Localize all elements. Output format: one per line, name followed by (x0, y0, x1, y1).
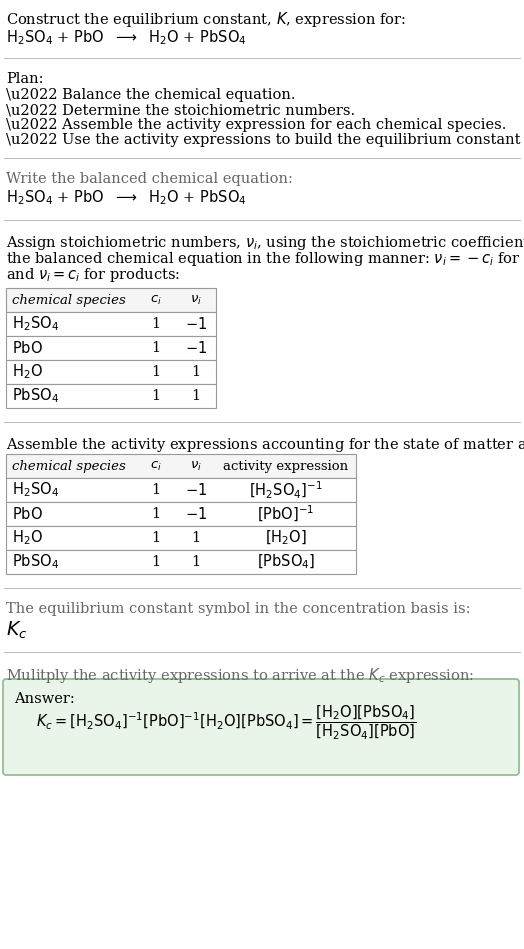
Bar (6, 454, 356, 478)
Bar (6, 360, 216, 384)
Text: \u2022 Use the activity expressions to build the equilibrium constant expression: \u2022 Use the activity expressions to b… (6, 133, 524, 147)
Text: $c_i$: $c_i$ (150, 459, 162, 473)
Bar (6, 502, 356, 526)
Text: activity expression: activity expression (223, 459, 348, 473)
Text: Assemble the activity expressions accounting for the state of matter and $\nu_i$: Assemble the activity expressions accoun… (6, 436, 524, 454)
Text: $\mathrm{PbSO_4}$: $\mathrm{PbSO_4}$ (12, 552, 59, 571)
Text: $-1$: $-1$ (185, 482, 207, 498)
Text: 1: 1 (151, 555, 160, 569)
Text: $\mathrm{PbO}$: $\mathrm{PbO}$ (12, 340, 43, 356)
Text: the balanced chemical equation in the following manner: $\nu_i = -c_i$ for react: the balanced chemical equation in the fo… (6, 250, 524, 268)
Text: Assign stoichiometric numbers, $\nu_i$, using the stoichiometric coefficients, $: Assign stoichiometric numbers, $\nu_i$, … (6, 234, 524, 252)
Text: The equilibrium constant symbol in the concentration basis is:: The equilibrium constant symbol in the c… (6, 602, 471, 616)
Bar (6, 550, 356, 574)
Text: \u2022 Assemble the activity expression for each chemical species.: \u2022 Assemble the activity expression … (6, 118, 506, 132)
Text: $\mathrm{PbO}$: $\mathrm{PbO}$ (12, 506, 43, 522)
Text: $-1$: $-1$ (185, 316, 207, 332)
Bar (6, 526, 356, 550)
Text: $\nu_i$: $\nu_i$ (190, 459, 202, 473)
Text: chemical species: chemical species (12, 459, 126, 473)
Text: $\mathrm{H_2O}$: $\mathrm{H_2O}$ (12, 529, 43, 548)
Text: $[\mathrm{PbSO_4}]$: $[\mathrm{PbSO_4}]$ (257, 553, 315, 571)
Text: Answer:: Answer: (14, 692, 75, 706)
Text: $K_c = [\mathrm{H_2SO_4}]^{-1}[\mathrm{PbO}]^{-1}[\mathrm{H_2O}][\mathrm{PbSO_4}: $K_c = [\mathrm{H_2SO_4}]^{-1}[\mathrm{P… (36, 703, 417, 741)
Text: and $\nu_i = c_i$ for products:: and $\nu_i = c_i$ for products: (6, 266, 180, 284)
Text: 1: 1 (151, 507, 160, 521)
Text: 1: 1 (151, 483, 160, 497)
Text: 1: 1 (191, 555, 201, 569)
Text: Mulitply the activity expressions to arrive at the $K_c$ expression:: Mulitply the activity expressions to arr… (6, 666, 474, 685)
Text: $\mathit{K_c}$: $\mathit{K_c}$ (6, 620, 27, 642)
Text: $-1$: $-1$ (185, 340, 207, 356)
Text: $[\mathrm{H_2SO_4}]^{-1}$: $[\mathrm{H_2SO_4}]^{-1}$ (249, 479, 323, 500)
Text: 1: 1 (151, 341, 160, 355)
Text: \u2022 Determine the stoichiometric numbers.: \u2022 Determine the stoichiometric numb… (6, 103, 355, 117)
Bar (6, 478, 356, 502)
Text: 1: 1 (151, 317, 160, 331)
Text: $\mathrm{H_2O}$: $\mathrm{H_2O}$ (12, 363, 43, 381)
Text: chemical species: chemical species (12, 293, 126, 307)
Bar (6, 336, 216, 360)
Text: Construct the equilibrium constant, $K$, expression for:: Construct the equilibrium constant, $K$,… (6, 10, 406, 29)
Text: $[\mathrm{H_2O}]$: $[\mathrm{H_2O}]$ (265, 529, 307, 548)
Text: $\mathrm{H_2SO_4}$ + $\mathrm{PbO}$  $\longrightarrow$  $\mathrm{H_2O}$ + $\math: $\mathrm{H_2SO_4}$ + $\mathrm{PbO}$ $\lo… (6, 188, 247, 207)
Bar (6, 384, 216, 408)
Text: $\nu_i$: $\nu_i$ (190, 293, 202, 307)
Text: \u2022 Balance the chemical equation.: \u2022 Balance the chemical equation. (6, 88, 296, 102)
Text: 1: 1 (151, 531, 160, 545)
Text: $-1$: $-1$ (185, 506, 207, 522)
Text: 1: 1 (151, 365, 160, 379)
Text: 1: 1 (191, 531, 201, 545)
Bar (6, 312, 216, 336)
Text: Write the balanced chemical equation:: Write the balanced chemical equation: (6, 172, 293, 186)
Text: 1: 1 (191, 389, 201, 403)
Text: $c_i$: $c_i$ (150, 293, 162, 307)
FancyBboxPatch shape (3, 679, 519, 775)
Text: 1: 1 (151, 389, 160, 403)
Text: 1: 1 (191, 365, 201, 379)
Text: $[\mathrm{PbO}]^{-1}$: $[\mathrm{PbO}]^{-1}$ (257, 504, 314, 524)
Text: $\mathrm{H_2SO_4}$: $\mathrm{H_2SO_4}$ (12, 480, 59, 499)
Text: $\mathrm{H_2SO_4}$: $\mathrm{H_2SO_4}$ (12, 315, 59, 333)
Bar (6, 288, 216, 312)
Text: $\mathrm{H_2SO_4}$ + $\mathrm{PbO}$  $\longrightarrow$  $\mathrm{H_2O}$ + $\math: $\mathrm{H_2SO_4}$ + $\mathrm{PbO}$ $\lo… (6, 28, 247, 47)
Text: Plan:: Plan: (6, 72, 43, 86)
Text: $\mathrm{PbSO_4}$: $\mathrm{PbSO_4}$ (12, 386, 59, 405)
